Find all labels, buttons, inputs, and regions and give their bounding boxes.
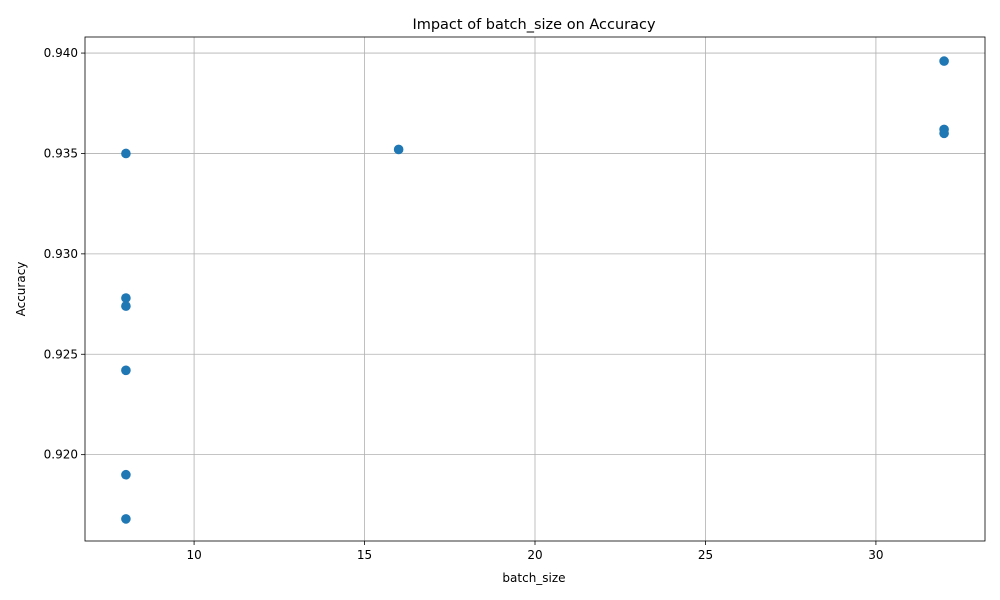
chart-title: Impact of batch_size on Accuracy xyxy=(412,17,656,33)
grid xyxy=(85,37,985,541)
data-point xyxy=(121,469,131,480)
x-tick-label: 20 xyxy=(527,548,542,562)
data-point xyxy=(121,148,131,159)
y-axis-label: Accuracy xyxy=(14,262,28,317)
x-tick-label: 30 xyxy=(868,548,883,562)
data-point xyxy=(121,365,131,376)
x-axis-label: batch_size xyxy=(502,571,565,585)
y-tick-label: 0.920 xyxy=(44,448,78,462)
data-point xyxy=(393,144,404,155)
data-point xyxy=(939,128,949,139)
y-axis-ticks: 0.920 0.925 0.930 0.935 0.940 xyxy=(44,46,85,462)
data-point xyxy=(121,514,131,524)
data-point xyxy=(939,56,949,66)
x-axis-ticks: 10 15 20 25 30 xyxy=(186,541,884,562)
y-tick-label: 0.925 xyxy=(44,347,78,361)
y-tick-label: 0.940 xyxy=(44,46,78,60)
data-point xyxy=(121,293,131,303)
x-tick-label: 25 xyxy=(698,548,713,562)
data-point xyxy=(121,301,131,311)
y-tick-label: 0.935 xyxy=(44,146,78,160)
data-points xyxy=(121,56,949,524)
x-tick-label: 15 xyxy=(357,548,372,562)
y-tick-label: 0.930 xyxy=(44,247,78,261)
x-tick-label: 10 xyxy=(186,548,201,562)
